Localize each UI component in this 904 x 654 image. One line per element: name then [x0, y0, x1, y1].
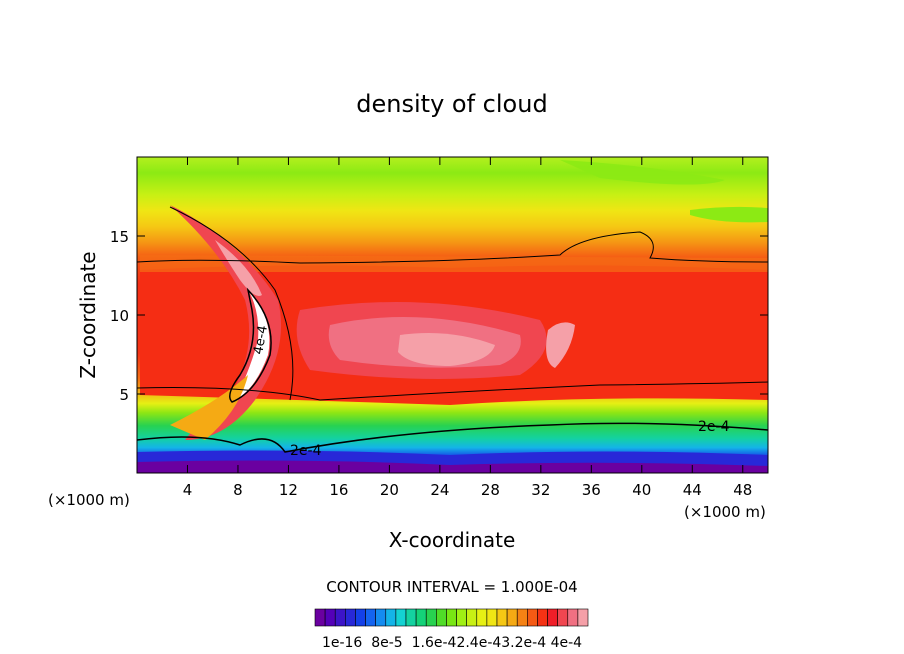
colorbar-swatch [537, 608, 548, 627]
colorbar-swatch [436, 608, 447, 627]
x-tick-label: 20 [380, 481, 399, 499]
colorbar-swatch [334, 608, 346, 627]
y-tick-label: 10 [110, 307, 129, 325]
colorbar-swatch [506, 608, 518, 627]
colorbar-swatch [476, 608, 488, 627]
colorbar-swatch [577, 608, 589, 627]
colorbar-swatch [415, 608, 427, 627]
field-core-blob [546, 322, 575, 368]
field-upper-green-patch-2 [690, 206, 768, 223]
colorbar-swatch [314, 608, 326, 627]
x-tick-label: 12 [279, 481, 298, 499]
contour-lines [137, 206, 768, 453]
field-core-peak [398, 332, 495, 366]
x-axis-label: X-coordinate [389, 528, 516, 552]
colorbar-swatch [557, 608, 569, 627]
colorbar-swatch [425, 608, 437, 627]
field-orange-ring [140, 255, 768, 272]
x-tick-label: 32 [531, 481, 550, 499]
contour-interval: CONTOUR INTERVAL = 1.000E-04 [326, 578, 577, 596]
field-plume-pink [215, 240, 262, 296]
y-tick-label: 5 [119, 386, 129, 404]
x-tick-label: 24 [430, 481, 449, 499]
y-axis-label: Z-coordinate [76, 251, 100, 378]
colorbar-swatch [355, 608, 366, 627]
contour-line-2e4 [137, 422, 768, 453]
chart-title: density of cloud [356, 90, 547, 118]
x-tick-label: 8 [233, 481, 243, 499]
colorbar-swatch [375, 608, 387, 627]
colorbar-swatch [446, 608, 457, 627]
contour-line-plume [169, 206, 294, 401]
x-axis: 4 8 12 16 20 24 28 32 36 40 44 48 [183, 157, 752, 499]
colorbar [314, 608, 589, 627]
y-axis: 5 10 15 [110, 228, 768, 404]
plot-area [137, 157, 768, 473]
contour-line-upper [137, 231, 768, 264]
y-tick-label: 15 [110, 228, 129, 246]
colorbar-swatch [516, 608, 528, 627]
x-unit-label-left: (×1000 m) [48, 491, 130, 509]
colorbar-swatch [547, 608, 558, 627]
colorbar-swatch [456, 608, 467, 627]
x-tick-label: 40 [632, 481, 651, 499]
colorbar-swatch [345, 608, 356, 627]
colorbar-swatch [385, 608, 397, 627]
colorbar-tick-labels: 1e-16 8e-5 1.6e-42.4e-43.2e-4 4e-4 [322, 635, 582, 651]
contour-label: 2e-4 [290, 443, 322, 459]
colorbar-swatch [405, 608, 417, 627]
colorbar-swatch [365, 608, 376, 627]
x-tick-label: 28 [481, 481, 500, 499]
field-plume-inner [235, 290, 270, 400]
contour-line-lower [137, 381, 768, 401]
contour-line-4e4 [229, 287, 272, 403]
field-lower-wedge [170, 375, 248, 440]
colorbar-swatch [486, 608, 498, 627]
colorbar-swatch [496, 608, 508, 627]
contour-label: 4e-4 [251, 324, 271, 355]
contour-label: 2e-4 [698, 419, 730, 435]
x-tick-label: 48 [733, 481, 752, 499]
x-tick-label: 16 [329, 481, 348, 499]
x-tick-label: 4 [183, 481, 193, 499]
x-unit-label-right: (×1000 m) [684, 503, 766, 521]
colorbar-swatch [527, 608, 538, 627]
x-tick-label: 44 [683, 481, 702, 499]
colorbar-swatch [466, 608, 478, 627]
field-upper-green-patch [560, 160, 725, 185]
field-low-purple [137, 460, 768, 473]
colorbar-swatch [324, 608, 336, 627]
colorbar-swatch [567, 608, 579, 627]
x-tick-label: 36 [582, 481, 601, 499]
colorbar-swatch [395, 608, 407, 627]
